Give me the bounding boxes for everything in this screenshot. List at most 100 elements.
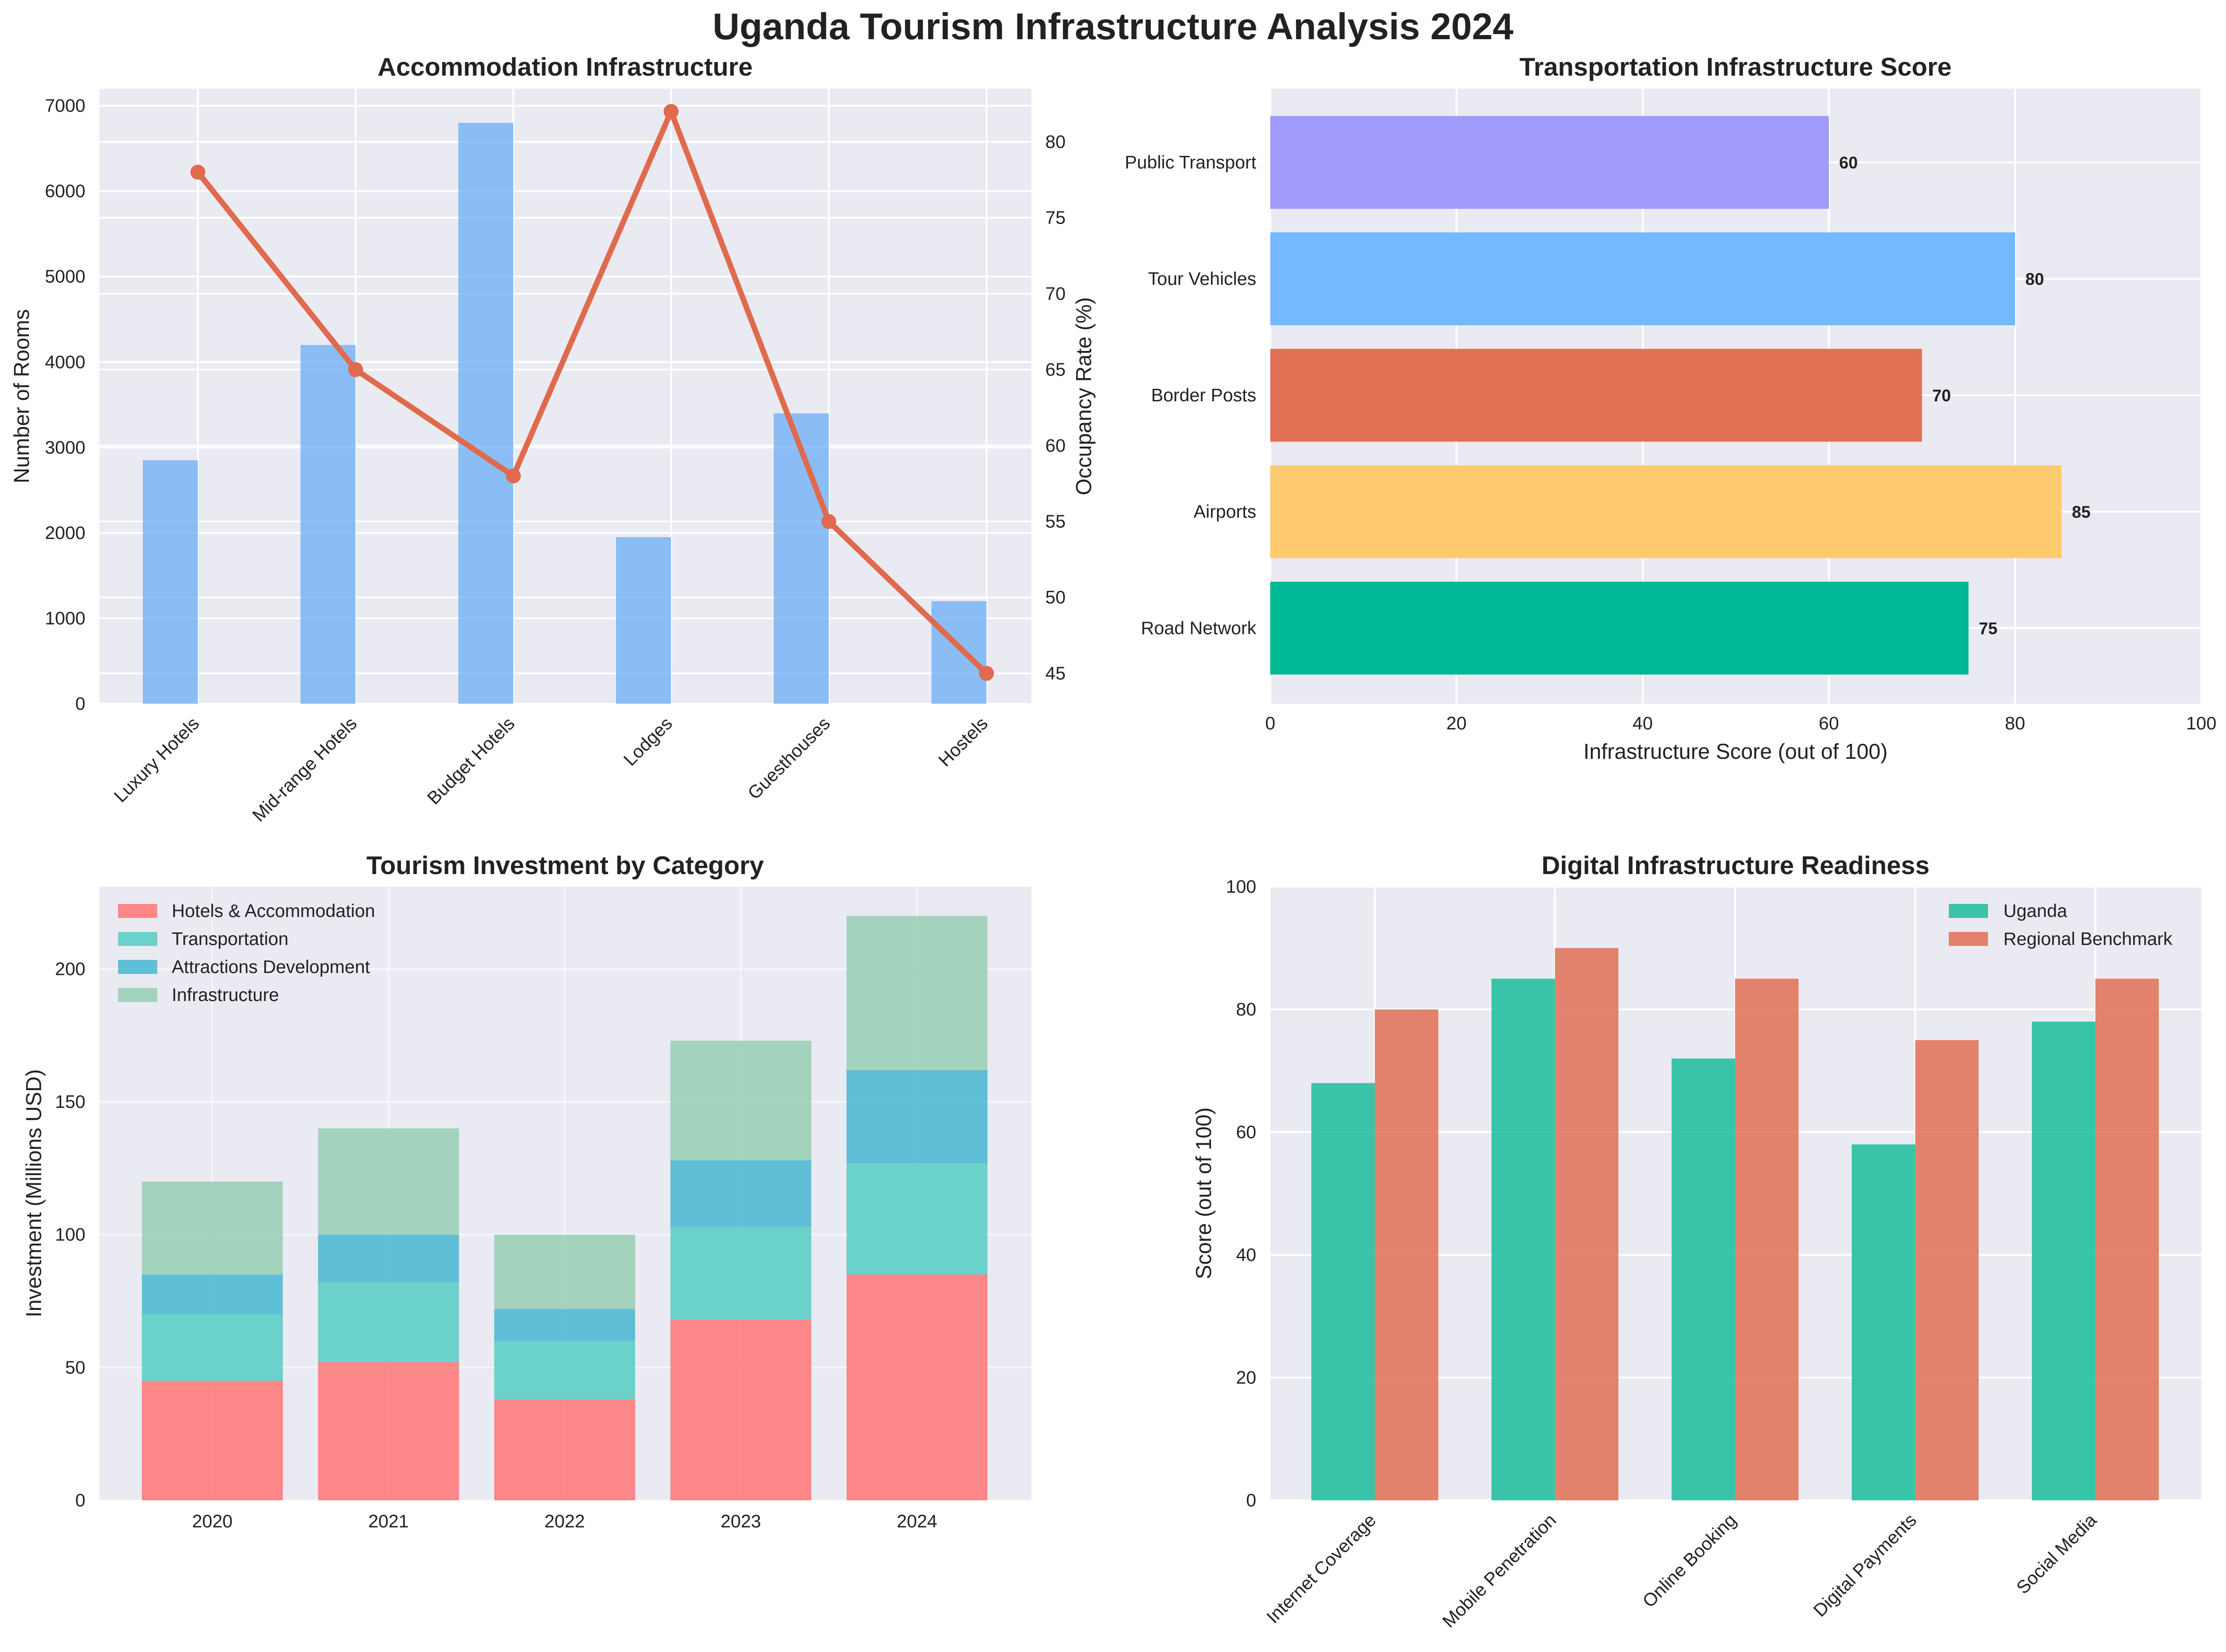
investment-bar-segment <box>494 1309 635 1341</box>
digital-category-label: Digital Payments <box>1810 1510 1920 1621</box>
transport-category-label: Road Network <box>1141 618 1257 638</box>
digital-y-tick-label: 40 <box>1236 1245 1256 1265</box>
legend-swatch <box>118 988 157 1002</box>
investment-bar-segment <box>494 1235 635 1309</box>
legend-label: Attractions Development <box>172 957 370 977</box>
investment-bar-segment <box>494 1341 635 1399</box>
rooms-tick-label: 6000 <box>45 182 85 202</box>
digital-category-label: Internet Coverage <box>1263 1510 1380 1627</box>
investment-bar-segment <box>847 1274 987 1500</box>
rooms-axis-label: Number of Rooms <box>9 309 34 483</box>
digital-y-tick-label: 60 <box>1236 1122 1256 1142</box>
digital-y-tick-label: 100 <box>1226 877 1256 897</box>
uganda-bar <box>1311 1083 1375 1500</box>
investment-x-tick-label: 2021 <box>368 1512 409 1532</box>
transport-bar <box>1270 465 2062 558</box>
transport-data-label: 80 <box>2025 270 2044 289</box>
investment-bar-segment <box>142 1182 283 1274</box>
transport-data-label: 85 <box>2072 503 2091 522</box>
investment-bar-segment <box>318 1128 459 1235</box>
uganda-bar <box>2032 1022 2095 1500</box>
investment-x-tick-label: 2022 <box>545 1512 585 1532</box>
category-tick-label: Luxury Hotels <box>110 714 203 806</box>
legend-label: Transportation <box>172 929 288 949</box>
investment-bar-segment <box>671 1320 812 1500</box>
digital-chart: 0 20 40 60 80 100 Internet Coverage Mobile Pene… <box>1191 851 2201 1631</box>
investment-bar-segment <box>142 1381 283 1500</box>
digital-category-label: Mobile Penetration <box>1439 1510 1560 1631</box>
investment-bar-segment <box>847 1070 987 1163</box>
category-tick-label: Mid-range Hotels <box>249 714 361 826</box>
rooms-bar <box>458 123 513 704</box>
transport-x-axis-label: Infrastructure Score (out of 100) <box>1583 739 1888 763</box>
occupancy-point <box>664 104 679 119</box>
transportation-chart: 75 85 70 80 60 Road Network Airports Border Po… <box>1125 52 2216 763</box>
legend-label: Infrastructure <box>172 985 279 1005</box>
transport-bar <box>1270 582 1968 675</box>
occupancy-point <box>979 666 994 681</box>
transport-category-label: Tour Vehicles <box>1148 269 1256 289</box>
digital-y-tick-label: 0 <box>1246 1491 1256 1511</box>
transport-bar <box>1270 116 1829 209</box>
uganda-bar <box>1672 1058 1735 1500</box>
legend-swatch <box>118 904 157 918</box>
transport-data-label: 75 <box>1979 619 1997 638</box>
category-tick-label: Hostels <box>935 714 992 770</box>
rooms-tick-label: 3000 <box>45 438 85 458</box>
occupancy-tick-label: 45 <box>1045 664 1065 684</box>
investment-bar-segment <box>142 1274 283 1314</box>
investment-bar-segment <box>142 1315 283 1381</box>
category-tick-label: Lodges <box>620 714 676 770</box>
transport-x-tick-label: 100 <box>2186 714 2216 734</box>
rooms-tick-label: 5000 <box>45 267 85 287</box>
investment-y-tick-label: 200 <box>55 959 85 979</box>
uganda-bar <box>1852 1144 1915 1500</box>
legend-swatch <box>1949 904 1988 918</box>
occupancy-tick-label: 65 <box>1045 360 1065 380</box>
digital-category-label: Online Booking <box>1639 1510 1740 1611</box>
investment-y-tick-label: 50 <box>65 1358 85 1378</box>
category-tick-label: Budget Hotels <box>424 714 519 809</box>
transport-category-label: Airports <box>1194 502 1256 522</box>
legend-label: Regional Benchmark <box>2003 929 2173 949</box>
investment-bar-segment <box>318 1362 459 1500</box>
investment-y-tick-label: 100 <box>55 1225 85 1245</box>
investment-bar-segment <box>494 1400 635 1500</box>
legend-swatch <box>1949 932 1988 946</box>
investment-x-tick-label: 2024 <box>897 1512 938 1532</box>
investment-bar-segment <box>847 1163 987 1274</box>
investment-x-tick-label: 2023 <box>721 1512 761 1532</box>
rooms-tick-label: 0 <box>75 694 85 714</box>
digital-title: Digital Infrastructure Readiness <box>1541 851 1929 880</box>
rooms-bar <box>931 601 987 704</box>
rooms-bar <box>616 537 671 704</box>
investment-x-tick-label: 2020 <box>192 1512 233 1532</box>
accommodation-chart: 0100020003000400050006000700045505560657… <box>9 52 1096 826</box>
rooms-tick-label: 1000 <box>45 609 85 629</box>
regional-bar <box>1375 1009 1438 1500</box>
occupancy-tick-label: 75 <box>1045 208 1065 228</box>
investment-bar-segment <box>318 1235 459 1282</box>
rooms-bar <box>301 345 356 704</box>
transport-x-tick-label: 40 <box>1632 714 1652 734</box>
occupancy-tick-label: 55 <box>1045 511 1065 532</box>
digital-y-tick-label: 20 <box>1236 1368 1256 1388</box>
occupancy-tick-label: 50 <box>1045 588 1065 608</box>
legend-label: Uganda <box>2003 901 2067 921</box>
category-tick-label: Guesthouses <box>744 714 834 804</box>
occupancy-point <box>821 514 836 529</box>
investment-bar-segment <box>318 1282 459 1362</box>
transport-category-label: Public Transport <box>1125 153 1256 173</box>
rooms-tick-label: 2000 <box>45 523 85 543</box>
transport-x-tick-label: 0 <box>1265 714 1275 734</box>
transport-x-tick-label: 60 <box>1819 714 1839 734</box>
transport-bar <box>1270 349 1922 442</box>
occupancy-tick-label: 60 <box>1045 436 1065 456</box>
digital-y-axis-label: Score (out of 100) <box>1191 1107 1216 1279</box>
occupancy-point <box>190 165 205 180</box>
digital-y-tick-label: 80 <box>1236 1000 1256 1020</box>
legend-swatch <box>118 960 157 974</box>
rooms-bar <box>143 460 198 704</box>
regional-bar <box>1915 1040 1979 1500</box>
